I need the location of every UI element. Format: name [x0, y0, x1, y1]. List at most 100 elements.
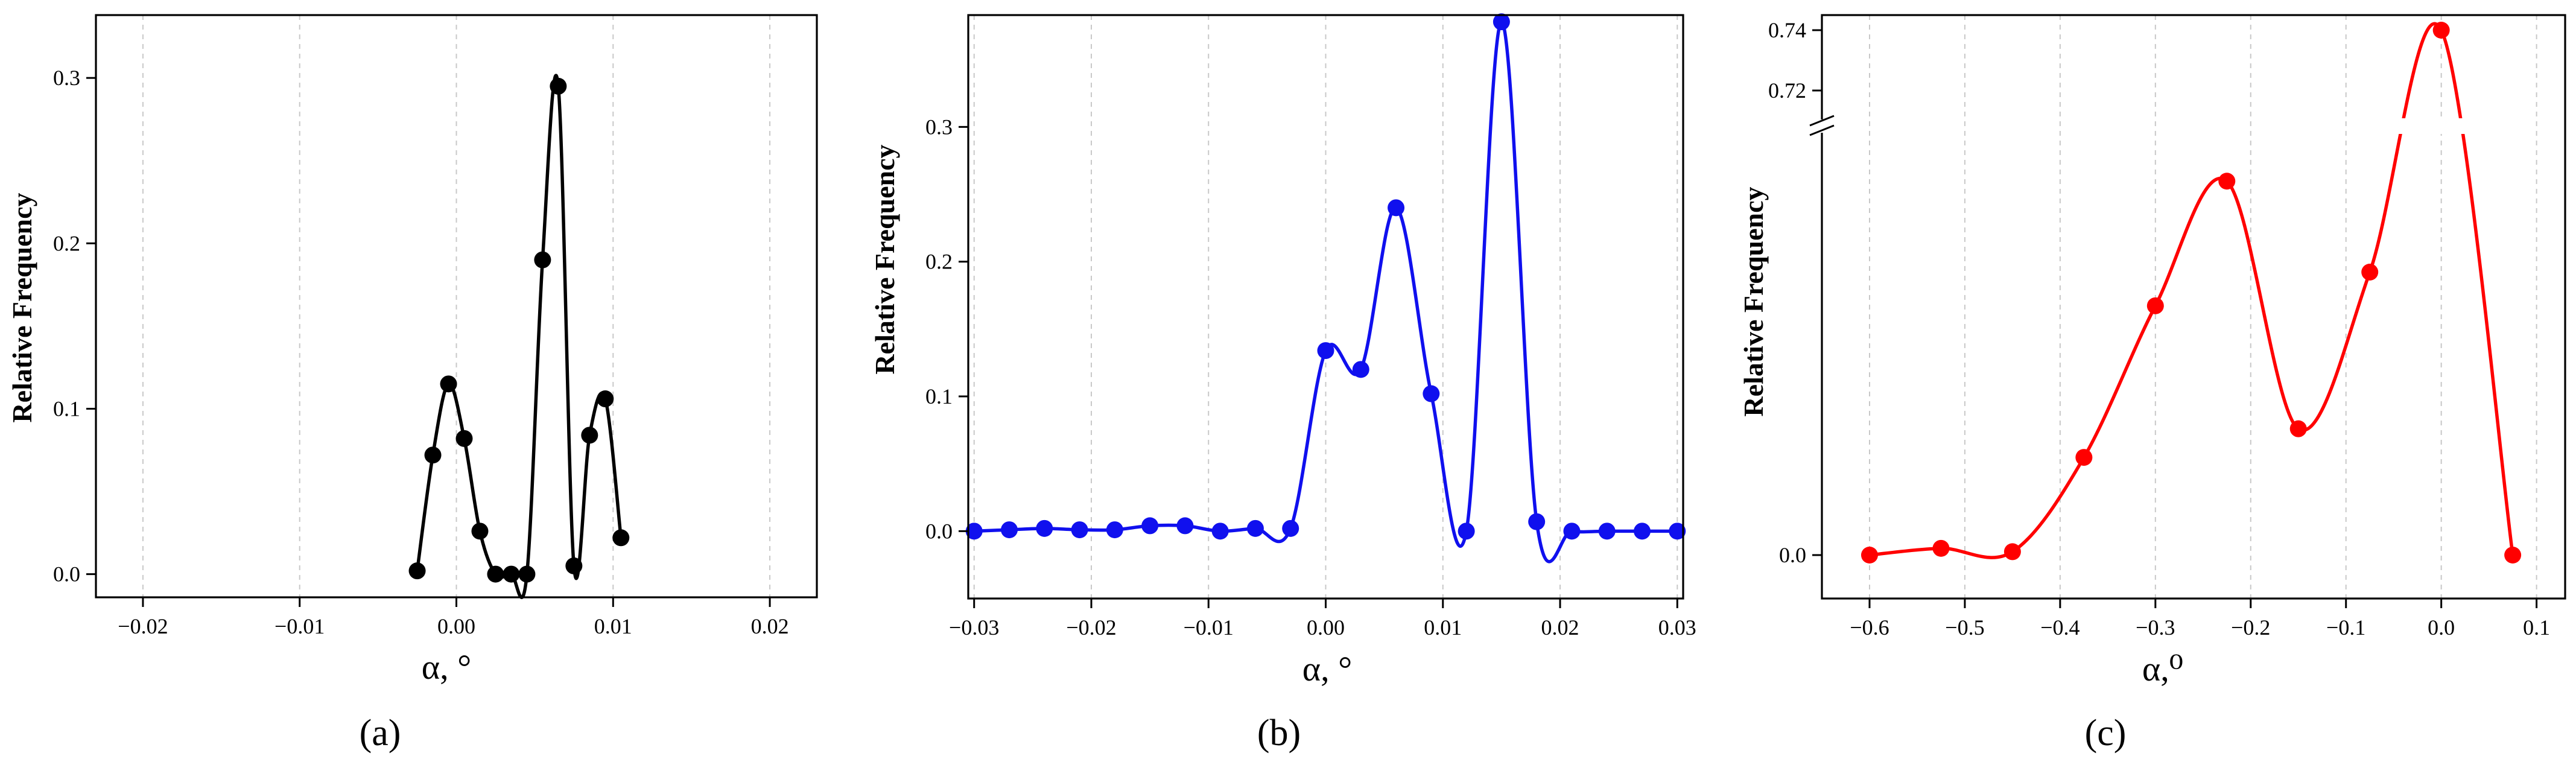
panel-c-x-tick-label: −0.5 — [1945, 615, 1984, 640]
panel-b-x-tick-label: 0.03 — [1658, 615, 1696, 640]
panel-b-y-tick-label: 0.2 — [925, 250, 953, 274]
panel-a-x-tick-label: 0.01 — [594, 614, 632, 638]
panel-c-axis-break — [1809, 115, 1835, 136]
panel-c-data-point — [2146, 297, 2164, 314]
panel-a-data-point — [503, 565, 520, 583]
panel-a: −0.02 −0.01 0.00 0.01 0.02 0.0 0.1 0.2 0.3 Rela… — [7, 14, 818, 754]
panel-c-x-tick-label: −0.4 — [2040, 615, 2080, 640]
panel-c-data-point — [1861, 547, 1878, 564]
panel-b-data-point — [1141, 517, 1159, 535]
panel-a-data-point — [550, 77, 567, 95]
panel-a-y-axis-title: Relative Frequency — [7, 192, 37, 422]
panel-a-curve — [415, 74, 623, 599]
panel-b-data-point — [1423, 385, 1440, 402]
panel-b-x-axis-title: α, ° — [1302, 649, 1353, 688]
panel-a-data-point — [487, 565, 504, 583]
panel-c-y-tick-label: 0.0 — [1779, 543, 1806, 567]
panel-c-series-line — [1868, 22, 2514, 559]
panel-a-y-ticks: 0.0 0.1 0.2 0.3 — [53, 66, 96, 586]
panel-c-data-point — [2289, 420, 2307, 437]
panel-b-y-tick-label: 0.3 — [925, 115, 953, 139]
panel-b-data-point — [1598, 522, 1616, 540]
panel-c-y-tick-label: 0.74 — [1768, 18, 1806, 42]
panel-a-data-point — [581, 427, 598, 444]
panel-c-data-point — [2218, 173, 2236, 190]
panel-b-data-point — [1036, 519, 1053, 537]
panel-a-x-tick-label: 0.02 — [751, 614, 789, 638]
panel-b-data-point — [1634, 522, 1651, 540]
panel-c: −0.6 −0.5 −0.4 −0.3 −0.2 −0.1 0.0 0.1 0.00.720.… — [1738, 14, 2566, 754]
panel-b-y-axis-title: Relative Frequency — [869, 144, 900, 374]
panel-a-y-tick-label: 0.2 — [53, 231, 80, 255]
panel-b-x-ticks: −0.03 −0.02 −0.01 0.00 0.01 0.02 0.03 — [949, 599, 1696, 640]
panel-c-grid — [1868, 15, 2537, 599]
panel-a-data-point — [518, 565, 536, 583]
panel-c-data-point — [2432, 22, 2450, 39]
panel-b-data-point — [1493, 13, 1510, 31]
panel-c-plot-frame — [1821, 14, 2566, 600]
panel-a-grid — [142, 15, 771, 597]
panel-a-y-tick-label: 0.1 — [53, 396, 80, 421]
panel-a-x-tick-label: −0.01 — [274, 614, 325, 638]
panel-a-data-point — [440, 375, 457, 393]
panel-b-data-point — [1458, 522, 1475, 540]
panel-c-y-ticks: 0.0 0.72 0.74 — [1768, 18, 1822, 567]
panel-a-data-point — [565, 557, 583, 574]
panel-c-data-point — [2003, 543, 2021, 561]
panel-c-curve-break-gap — [2355, 118, 2489, 134]
panel-a-x-ticks: −0.02 −0.01 0.00 0.01 0.02 — [118, 597, 789, 638]
panel-c-data-point — [2075, 449, 2093, 466]
panel-a-x-tick-label: 0.00 — [437, 614, 475, 638]
panel-b-data-point — [1071, 521, 1088, 539]
panel-c-x-tick-label: 0.0 — [2428, 615, 2455, 640]
panel-c-data-point — [2361, 264, 2379, 281]
panel-b-data-point — [965, 522, 983, 540]
panel-c-curve — [1868, 22, 2514, 559]
panel-b-data-point — [1352, 361, 1369, 378]
panel-b-y-tick-label: 0.0 — [925, 519, 953, 543]
panel-c-x-tick-label: −0.3 — [2136, 615, 2175, 640]
panel-a-data-point — [408, 562, 426, 580]
panel-b-label: (b) — [1257, 713, 1301, 754]
panel-c-data-point — [2504, 547, 2522, 564]
panel-b-x-tick-label: 0.01 — [1424, 615, 1462, 640]
panel-a-data-point — [534, 251, 551, 268]
panel-b-x-tick-label: −0.02 — [1066, 615, 1116, 640]
panel-b-data-point — [1000, 521, 1018, 539]
panel-b-x-tick-label: −0.01 — [1184, 615, 1234, 640]
panel-a-y-tick-label: 0.0 — [53, 562, 80, 586]
panel-b-x-tick-label: 0.02 — [1541, 615, 1579, 640]
panel-a-data-point — [424, 446, 442, 464]
panel-c-x-tick-label: −0.6 — [1850, 615, 1889, 640]
panel-b-data-point — [1282, 519, 1299, 537]
panel-a-data-point — [612, 529, 630, 547]
panel-a-y-tick-label: 0.3 — [53, 66, 80, 90]
panel-c-break-mark — [1809, 124, 1835, 136]
panel-c-y-axis-title: Relative Frequency — [1738, 186, 1769, 416]
panel-c-y-tick-label: 0.72 — [1768, 78, 1806, 103]
panel-a-data-point — [597, 390, 614, 408]
panel-c-x-axis-title: α,⁰ — [2142, 649, 2183, 688]
panel-b-data-point — [1528, 513, 1546, 530]
panel-a-points — [408, 77, 630, 583]
panel-b-points — [965, 13, 1686, 540]
panel-b-data-point — [1563, 522, 1581, 540]
panel-c-x-tick-label: 0.1 — [2523, 615, 2550, 640]
panel-b-data-point — [1106, 521, 1123, 539]
panel-b-x-tick-label: −0.03 — [949, 615, 999, 640]
panel-b-data-point — [1669, 522, 1686, 540]
panel-b-data-point — [1211, 522, 1229, 540]
panel-a-x-axis-title: α, ° — [422, 647, 472, 687]
panel-a-data-point — [471, 522, 489, 540]
panel-b-y-tick-label: 0.1 — [925, 384, 953, 408]
panel-c-x-tick-label: −0.1 — [2326, 615, 2365, 640]
panel-b-data-point — [1317, 342, 1334, 360]
panel-c-data-point — [1932, 539, 1950, 557]
panel-c-label: (c) — [2085, 713, 2127, 754]
panel-c-x-ticks: −0.6 −0.5 −0.4 −0.3 −0.2 −0.1 0.0 0.1 — [1850, 599, 2550, 640]
panel-b-data-point — [1388, 199, 1405, 217]
panel-b-y-ticks: 0.0 0.1 0.2 0.3 — [925, 115, 968, 543]
panel-a-series-line — [415, 74, 623, 599]
panel-b-data-point — [1246, 519, 1264, 537]
